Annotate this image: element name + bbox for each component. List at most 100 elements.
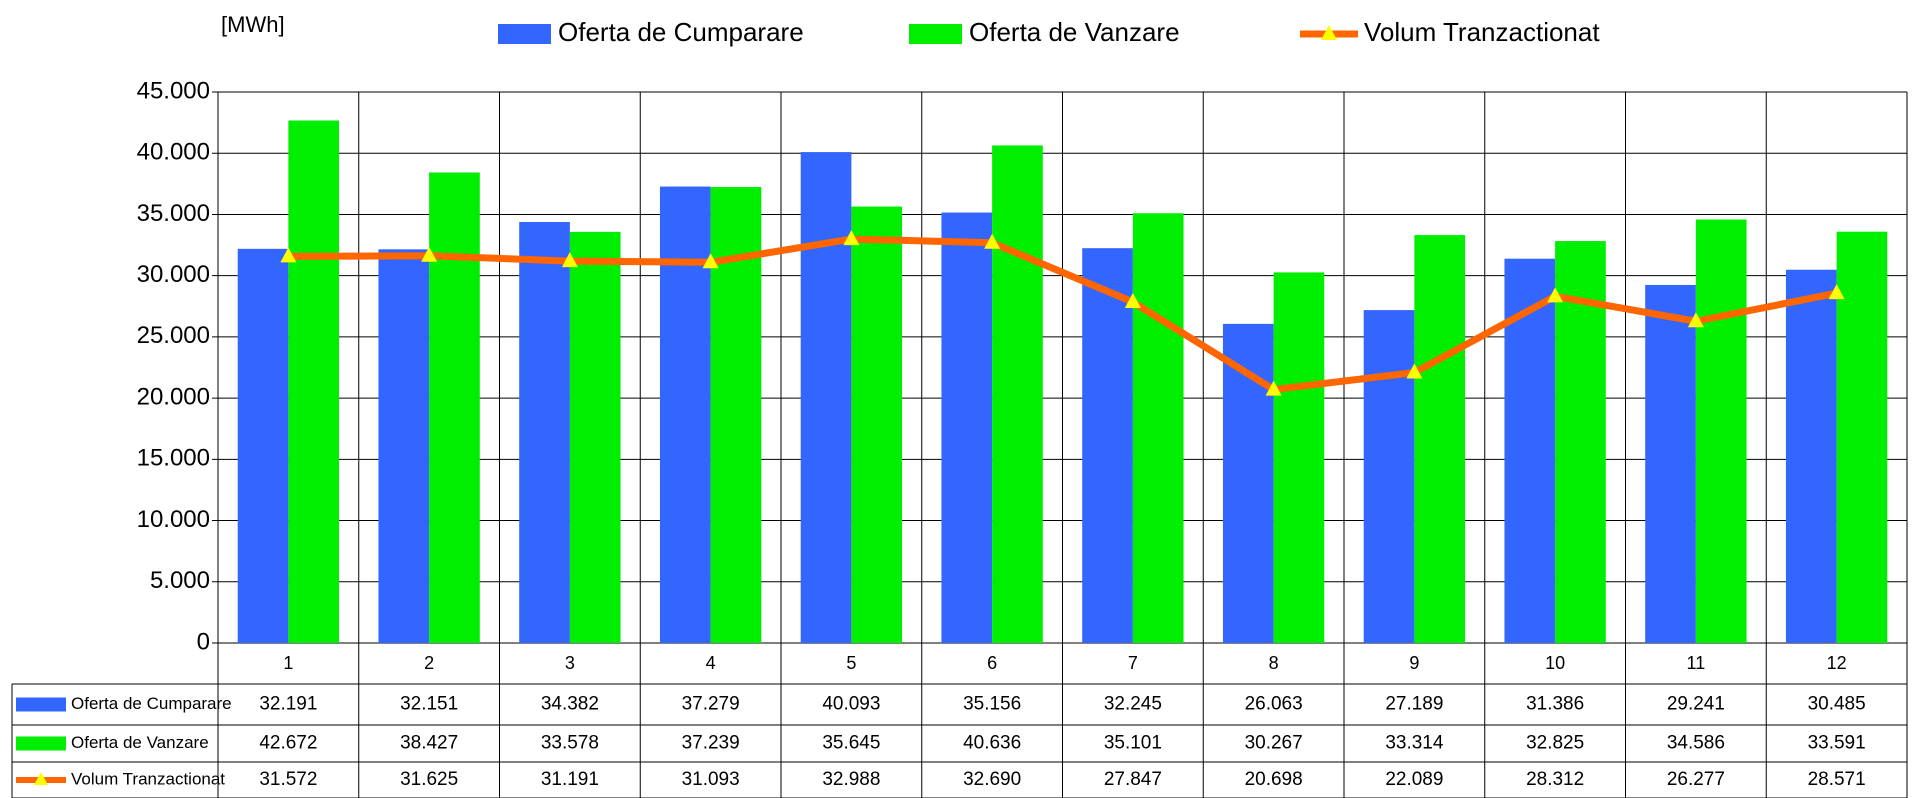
marker [1265, 380, 1282, 396]
bar [1082, 248, 1133, 643]
bar [1555, 241, 1606, 643]
x-tick-label: 8 [1269, 653, 1279, 673]
bar [1414, 235, 1466, 644]
table-value: 34.382 [541, 694, 599, 715]
table-value: 26.277 [1667, 769, 1725, 790]
bar [569, 231, 621, 643]
marker [843, 230, 860, 246]
x-tick-label: 4 [706, 653, 716, 673]
table-value: 32.151 [400, 694, 458, 715]
bar [1273, 272, 1325, 643]
table-value: 32.191 [259, 694, 317, 715]
legend-label: Volum Tranzactionat [1364, 17, 1600, 47]
bar [429, 172, 480, 643]
table-value: 32.988 [822, 769, 880, 790]
y-tick-label: 0 [197, 628, 210, 655]
table-value: 38.427 [400, 733, 458, 754]
y-tick-label: 15.000 [137, 445, 210, 472]
x-tick-label: 1 [283, 653, 293, 673]
table-value: 35.156 [963, 694, 1021, 715]
legend-label: Oferta de Cumparare [558, 17, 804, 47]
marker [1406, 363, 1423, 379]
table-value: 27.189 [1385, 694, 1443, 715]
table-value: 32.245 [1104, 694, 1162, 715]
table-value: 37.239 [682, 733, 740, 754]
marker [1547, 287, 1564, 303]
x-tick-label: 12 [1827, 653, 1847, 673]
bar [1645, 284, 1696, 643]
marker [561, 252, 578, 268]
y-tick-label: 40.000 [137, 139, 210, 166]
table-value: 33.314 [1385, 733, 1444, 754]
table-swatch [16, 697, 66, 712]
table-value: 33.578 [541, 733, 599, 754]
x-tick-label: 6 [987, 653, 997, 673]
bar [1695, 219, 1747, 643]
y-tick-label: 45.000 [137, 77, 210, 104]
bar [1132, 213, 1184, 643]
table-value: 30.485 [1808, 694, 1866, 715]
legend-label: Oferta de Vanzare [969, 17, 1180, 47]
table-value: 31.625 [400, 769, 458, 790]
table-value: 26.063 [1245, 694, 1303, 715]
y-tick-label: 20.000 [137, 383, 210, 410]
bar [378, 249, 430, 644]
bar [288, 120, 340, 643]
bar [992, 145, 1043, 643]
table-series-name: Volum Tranzactionat [71, 769, 225, 788]
y-tick-label: 10.000 [137, 506, 210, 533]
marker [1687, 312, 1704, 328]
table-swatch-marker [34, 772, 48, 785]
y-tick-label: 30.000 [137, 261, 210, 288]
table-value: 28.312 [1526, 769, 1584, 790]
x-tick-label: 9 [1409, 653, 1419, 673]
legend-swatch [909, 24, 962, 44]
table-series-name: Oferta de Vanzare [71, 733, 209, 752]
bar [1785, 269, 1837, 643]
bar [851, 206, 903, 643]
bar [1836, 231, 1888, 643]
marker [1828, 284, 1845, 300]
table-value: 34.586 [1667, 733, 1725, 754]
table-value: 20.698 [1245, 769, 1303, 790]
x-tick-label: 2 [424, 653, 434, 673]
table-value: 35.101 [1104, 733, 1162, 754]
table-value: 31.572 [259, 769, 317, 790]
x-tick-label: 11 [1687, 653, 1706, 673]
table-value: 29.241 [1667, 694, 1725, 715]
x-tick-label: 5 [846, 653, 856, 673]
unit-label: [MWh] [221, 12, 285, 37]
table-value: 22.089 [1385, 769, 1443, 790]
bar [519, 222, 570, 643]
marker [421, 246, 438, 262]
y-tick-label: 25.000 [137, 322, 210, 349]
table-value: 35.645 [822, 733, 880, 754]
table-swatch [16, 736, 66, 751]
table-value: 27.847 [1104, 769, 1162, 790]
x-tick-label: 7 [1128, 653, 1138, 673]
table-value: 31.191 [541, 769, 599, 790]
table-series-name: Oferta de Cumparare [71, 694, 232, 713]
marker [280, 247, 297, 263]
y-tick-label: 5.000 [150, 567, 210, 594]
bar [1363, 310, 1415, 643]
table-value: 33.591 [1808, 733, 1866, 754]
marker [702, 253, 719, 269]
table-value: 37.279 [682, 694, 740, 715]
bar [659, 186, 711, 643]
marker [1124, 293, 1141, 309]
table-value: 30.267 [1245, 733, 1303, 754]
table-value: 40.636 [963, 733, 1021, 754]
table-value: 40.093 [822, 694, 880, 715]
table-value: 31.093 [682, 769, 740, 790]
table-value: 28.571 [1808, 769, 1866, 790]
legend-marker [1321, 25, 1337, 40]
bar [941, 212, 993, 644]
line [288, 235, 1838, 394]
x-tick-label: 3 [565, 653, 575, 673]
x-tick-label: 10 [1545, 653, 1565, 673]
table-value: 32.690 [963, 769, 1021, 790]
marker [984, 233, 1001, 249]
table-value: 42.672 [259, 733, 317, 754]
